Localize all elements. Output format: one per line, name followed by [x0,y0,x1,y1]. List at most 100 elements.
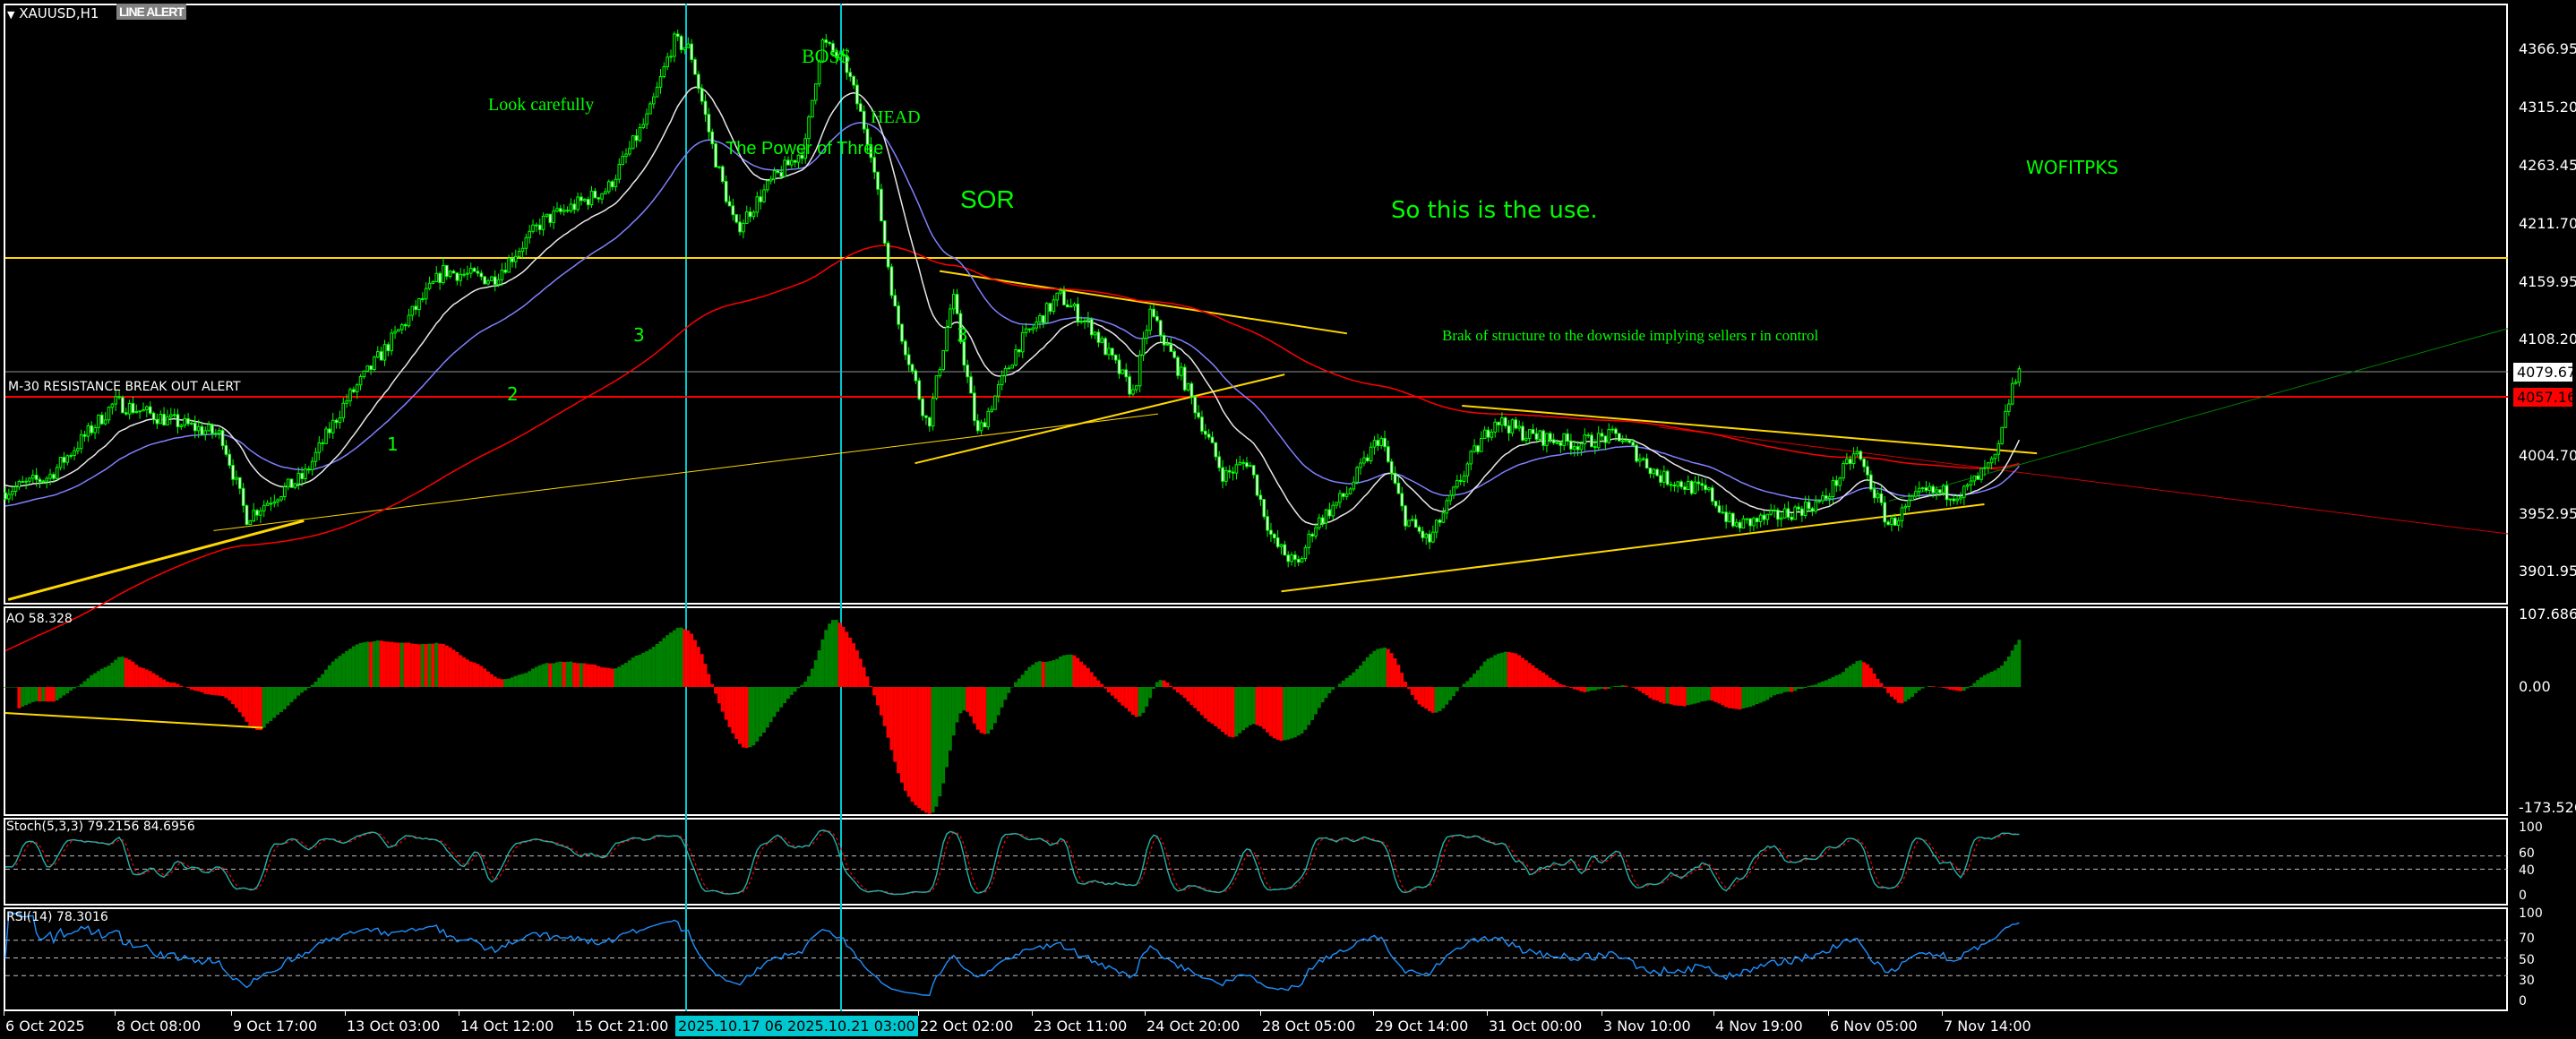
ao-bar [1989,671,1994,687]
candle [1758,512,1763,528]
candle-body [1042,314,1045,323]
candle [1989,456,1994,469]
candle-body [328,428,331,434]
stoch-tick: 100 [2519,820,2543,835]
ao-bar [813,660,818,687]
candle-body [82,434,87,437]
price-tick: 4315.20 [2519,99,2576,116]
ao-bar [138,666,142,687]
candle [1507,420,1511,442]
ao-bar [558,661,562,687]
ao-bar [1713,687,1718,702]
candle [138,410,142,419]
candle-body [1696,481,1701,485]
ao-bar [1779,687,1783,694]
candle [690,39,693,64]
candle-body [207,424,210,432]
ao-bar [1331,687,1335,690]
candle-body [1756,518,1759,522]
candle-body [107,407,111,421]
candle [658,68,663,94]
candle [979,419,983,435]
candle-body [296,472,301,485]
candle [1096,329,1101,348]
rsi-pane[interactable] [4,907,2508,1011]
ao-bar [1379,648,1384,687]
candle-body [1855,451,1859,455]
candle [938,366,942,379]
candle [1189,381,1194,405]
ao-bar [1717,687,1722,704]
ao-bar [1903,687,1908,702]
candle-body [1579,443,1584,451]
candle-body [1976,475,1979,480]
candle-body [241,487,245,506]
candle-body [665,56,670,67]
candle [448,270,452,279]
ao-bar [127,659,132,687]
ao-bar [441,643,445,687]
candle [1693,476,1697,495]
candle [1117,354,1121,379]
candle [1262,499,1267,520]
line-alert-button[interactable]: LINE ALERT [116,4,186,20]
candle [245,504,249,526]
candle-body [1445,500,1449,514]
ao-bar [1245,687,1249,728]
main-price-pane[interactable] [4,4,2508,605]
candle-body [1876,493,1880,499]
ao-bar [1369,654,1373,687]
ao-bar [772,687,777,717]
candle-body [403,324,408,327]
candle-body [1307,533,1311,548]
candle [624,148,628,164]
candle [973,385,976,426]
ao-bar [479,665,484,687]
candle [1855,446,1859,457]
candle [166,409,169,425]
candle [1814,495,1818,514]
candle-body [1952,498,1956,502]
candle-body [1148,308,1153,331]
candle [1631,438,1636,447]
stoch-pane[interactable] [4,818,2508,906]
ao-bar [1652,687,1656,700]
candle [21,476,25,484]
candle-body [1627,440,1632,443]
ao-bar [1413,687,1418,700]
ao-bar [1493,655,1498,687]
candle [934,375,939,400]
ao-bar [1807,685,1811,687]
ao-bar [34,687,39,701]
candle-body [669,56,673,58]
ao-bar [155,674,159,687]
candle-body [1083,320,1086,322]
candle-body [76,448,80,451]
ao-bar [1324,687,1328,699]
candle-body [1024,328,1028,333]
candle-body [1827,496,1832,500]
candle-body [1900,507,1904,521]
ao-bar [1186,687,1190,702]
ao-bar [1441,687,1446,708]
candle [145,405,149,417]
candle [310,457,314,476]
candle-body [1521,425,1524,441]
ao-bar [962,687,966,711]
candle [1275,529,1280,549]
candle-body [693,59,697,75]
ao-bar [1672,687,1677,706]
ao-bar [1928,686,1932,687]
candle-body [762,189,766,202]
candle [55,464,59,480]
symbol-dropdown[interactable]: ▼ XAUUSD,H1 [7,5,99,21]
candle-body [1938,489,1942,494]
ao-bar [306,687,311,689]
candle-body [742,222,745,233]
ao-bar [24,687,28,706]
candle [1531,424,1535,434]
ao-pane[interactable] [4,606,2508,816]
ao-bar [731,687,735,734]
candle [1421,527,1425,542]
